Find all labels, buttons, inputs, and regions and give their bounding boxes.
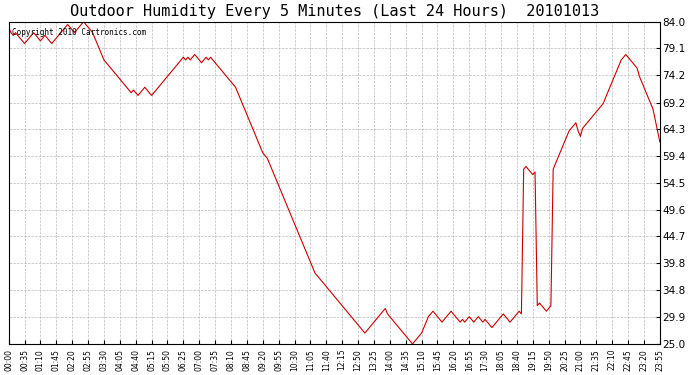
Title: Outdoor Humidity Every 5 Minutes (Last 24 Hours)  20101013: Outdoor Humidity Every 5 Minutes (Last 2… [70, 4, 599, 19]
Text: Copyright 2010 Cartronics.com: Copyright 2010 Cartronics.com [12, 28, 146, 37]
